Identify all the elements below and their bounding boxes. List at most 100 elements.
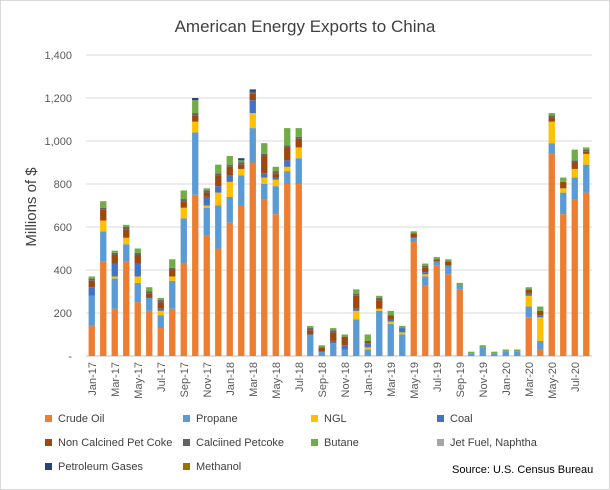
bar-segment <box>169 308 176 356</box>
bar-segment <box>146 291 153 294</box>
bar-segment <box>249 93 256 101</box>
bar-segment <box>203 196 210 206</box>
x-tick-label: Jul-18 <box>294 362 306 392</box>
x-tick-label: Mar-19 <box>386 362 398 397</box>
bar-segment <box>249 113 256 129</box>
bar-segment <box>364 343 371 348</box>
legend-label: Butane <box>324 437 359 449</box>
legend-label: Petroleum Gases <box>58 461 143 473</box>
legend-label: Calciined Petcoke <box>196 437 284 449</box>
bar-segment <box>468 353 475 356</box>
bar-segment <box>445 259 452 262</box>
bar-segment <box>284 171 291 184</box>
bar-segment <box>192 98 199 101</box>
x-tick-label: Jul-19 <box>432 362 444 392</box>
x-tick-label: Sep-18 <box>317 362 329 397</box>
x-tick-label: Mar-20 <box>524 362 536 397</box>
bar-segment <box>583 149 590 152</box>
bar-segment <box>422 272 429 275</box>
bar-segment <box>537 317 544 341</box>
bars <box>88 89 590 356</box>
bar-segment <box>583 153 590 165</box>
x-tick-label: May-18 <box>271 362 283 399</box>
bar-segment <box>157 297 164 301</box>
bar-segment <box>249 128 256 163</box>
bar-segment <box>203 192 210 197</box>
x-tick-label: Jul-20 <box>570 362 582 392</box>
bar-segment <box>364 334 371 341</box>
x-tick-label: Jan-19 <box>363 362 375 396</box>
bar-segment <box>226 181 233 197</box>
bar-segment <box>399 325 406 329</box>
bar-segment <box>491 353 498 356</box>
bar-segment <box>100 231 107 262</box>
bar-segment <box>433 265 440 356</box>
legend-swatch <box>183 439 190 446</box>
bar-segment <box>111 278 118 309</box>
bar-segment <box>410 237 417 243</box>
bar-segment <box>111 263 118 277</box>
bar-segment <box>376 300 383 309</box>
bar-segment <box>134 276 141 283</box>
bar-segment <box>376 297 383 301</box>
legend-swatch <box>45 439 52 446</box>
bar-segment <box>525 289 532 294</box>
bar-segment <box>422 263 429 266</box>
bar-segment <box>169 259 176 268</box>
bar-segment <box>307 328 314 331</box>
bar-segment <box>525 306 532 318</box>
y-tick-label: 800 <box>54 179 72 191</box>
bar-segment <box>261 184 268 200</box>
bar-segment <box>514 351 521 356</box>
bar-segment <box>502 349 509 352</box>
bar-segment <box>387 321 394 324</box>
bar-segment <box>249 89 256 92</box>
bar-segment <box>215 248 222 356</box>
bar-segment <box>583 147 590 150</box>
bar-segment <box>134 282 141 303</box>
bar-segment <box>548 153 555 356</box>
bar-segment <box>583 192 590 356</box>
bar-segment <box>422 274 429 277</box>
bar-segment <box>560 177 567 182</box>
legend-label: Crude Oil <box>58 413 104 425</box>
bar-segment <box>180 218 187 264</box>
bar-segment <box>226 175 233 182</box>
x-tick-label: May-19 <box>409 362 421 399</box>
bar-segment <box>318 351 325 356</box>
legend-label: Coal <box>450 413 473 425</box>
x-tick-label: Sep-19 <box>455 362 467 397</box>
bar-segment <box>215 164 222 174</box>
bar-segment <box>295 128 302 137</box>
bar-segment <box>525 293 532 296</box>
bar-segment <box>169 270 176 277</box>
y-tick-label: 1,000 <box>44 136 72 148</box>
bar-segment <box>100 261 107 356</box>
bar-segment <box>525 317 532 356</box>
bar-segment <box>169 280 176 309</box>
bar-segment <box>422 267 429 273</box>
bar-segment <box>180 207 187 219</box>
bar-segment <box>238 160 245 163</box>
x-tick-label: Jan-20 <box>501 362 513 396</box>
bar-segment <box>353 295 360 309</box>
bar-segment <box>169 267 176 270</box>
legend-swatch <box>311 415 318 422</box>
bar-segment <box>445 261 452 266</box>
bar-segment <box>272 177 279 180</box>
bar-segment <box>261 177 268 184</box>
bar-segment <box>100 209 107 221</box>
bar-segment <box>238 158 245 161</box>
bar-segment <box>433 261 440 266</box>
bar-segment <box>295 184 302 356</box>
bar-segment <box>445 265 452 275</box>
bar-segment <box>157 308 164 311</box>
y-tick-label: 1,400 <box>44 50 72 62</box>
bar-segment <box>341 336 348 346</box>
x-tick-label: Mar-18 <box>248 362 260 397</box>
bar-segment <box>376 310 383 356</box>
legend-label: Propane <box>196 413 238 425</box>
bar-segment <box>203 235 210 356</box>
bar-segment <box>88 278 95 281</box>
bar-segment <box>410 231 417 234</box>
